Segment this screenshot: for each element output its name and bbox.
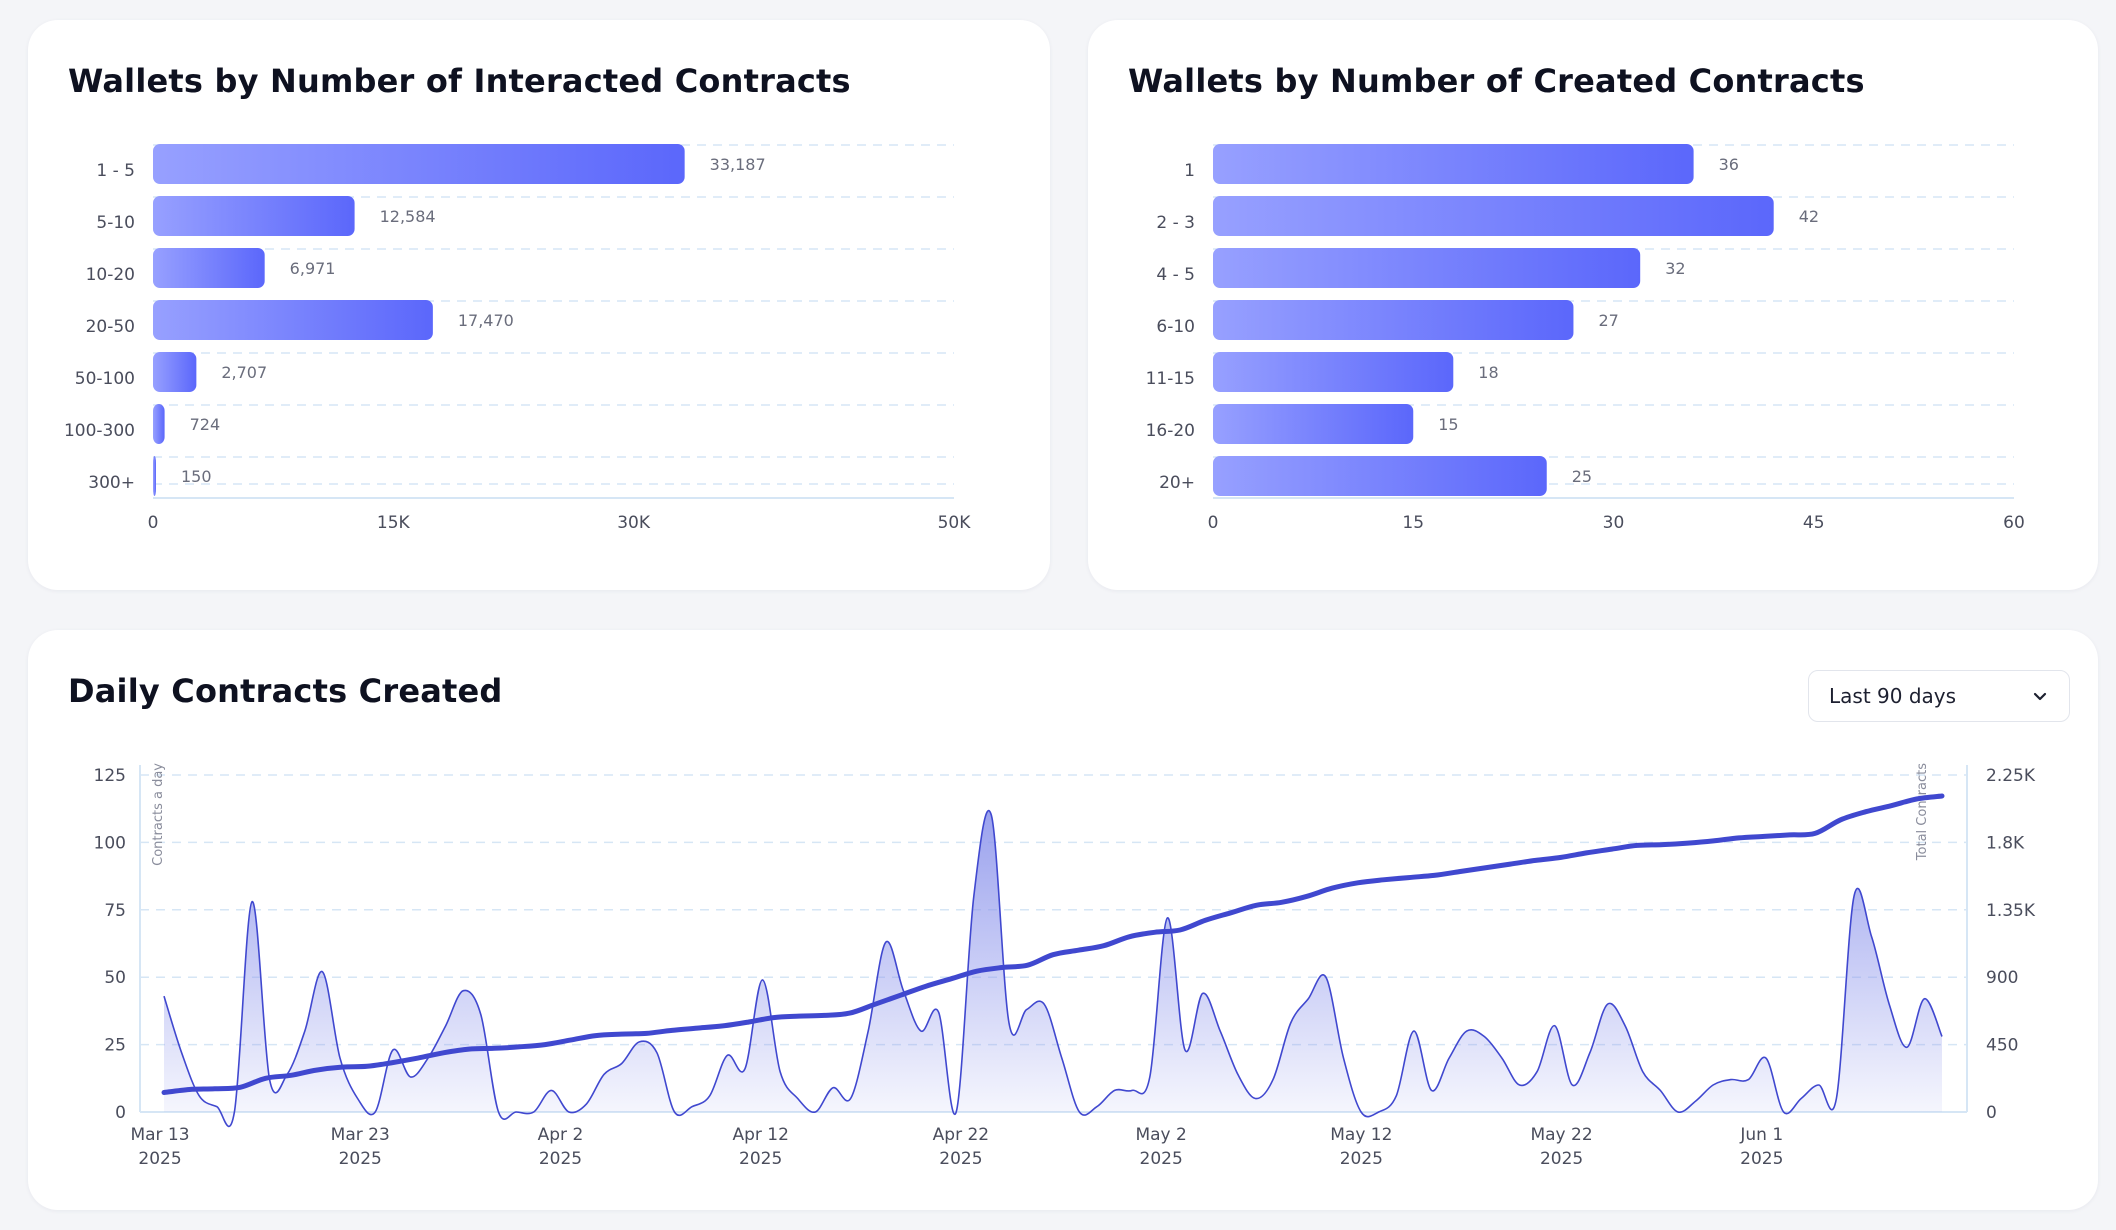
created-x-tick: 45 [1803,513,1825,533]
created-x-tick: 30 [1603,513,1625,533]
interacted-bar [153,404,165,444]
daily-x-tick-year: 2025 [539,1149,582,1169]
interacted-value-label: 12,584 [380,207,436,226]
daily-x-tick: Mar 13 [130,1125,189,1145]
interacted-value-label: 724 [190,415,221,434]
interacted-value-label: 17,470 [458,311,514,330]
daily-right-y-tick: 2.25K [1986,766,2036,786]
daily-left-y-tick: 0 [115,1103,126,1123]
interacted-bar [153,456,156,496]
interacted-category-label: 5-10 [96,213,135,233]
daily-area-fill [164,810,1942,1127]
daily-line-chart: 0 25 50 75 100 125 0 450 900 1.35K 1.8K 2.25K Contra… [94,763,2036,1169]
created-contracts-card: Wallets by Number of Created Contracts 1… [1088,20,2098,590]
daily-left-y-tick: 75 [104,901,126,921]
interacted-category-label: 100-300 [64,421,135,441]
interacted-chart-title: Wallets by Number of Interacted Contract… [68,62,851,100]
interacted-bar [153,196,355,236]
created-value-label: 36 [1719,155,1739,174]
daily-x-tick-year: 2025 [1540,1149,1583,1169]
created-value-label: 18 [1478,363,1498,382]
created-category-label: 16-20 [1146,421,1195,441]
daily-contracts-line [163,809,1943,1128]
range-select-value: Last 90 days [1829,684,1957,708]
interacted-x-tick: 15K [377,513,411,533]
daily-x-tick-year: 2025 [739,1149,782,1169]
created-value-label: 25 [1572,467,1592,486]
daily-x-tick-year: 2025 [1340,1149,1383,1169]
total-contracts-line [161,793,1945,1095]
daily-x-tick: Mar 23 [331,1125,390,1145]
interacted-category-label: 50-100 [75,369,135,389]
daily-chart-title: Daily Contracts Created [68,672,503,710]
daily-right-y-tick: 1.35K [1986,901,2036,921]
daily-contracts-card: Daily Contracts Created Last 90 days 0 25… [28,630,2098,1210]
interacted-bar [153,248,265,288]
created-bar [1213,144,1694,184]
created-category-label: 1 [1184,161,1195,181]
created-category-label: 11-15 [1146,369,1195,389]
daily-left-y-tick: 50 [104,968,126,988]
daily-x-tick-year: 2025 [939,1149,982,1169]
created-bar [1213,352,1454,392]
daily-x-tick-year: 2025 [1740,1149,1783,1169]
created-x-tick: 0 [1208,513,1219,533]
interacted-value-label: 6,971 [290,259,336,278]
interacted-category-label: 10-20 [86,265,135,285]
daily-x-tick: Jun 1 [1739,1125,1783,1145]
daily-x-tick-year: 2025 [138,1149,181,1169]
daily-left-y-tick: 100 [94,833,126,853]
daily-x-tick: Apr 12 [732,1125,788,1145]
created-bar [1213,300,1574,340]
interacted-bar [153,144,685,184]
created-category-label: 20+ [1159,473,1195,493]
daily-right-y-label: Total Contracts [1915,763,1930,861]
interacted-x-tick: 30K [617,513,651,533]
created-category-label: 4 - 5 [1156,265,1195,285]
interacted-bar-chart: 1 - 5 33,187 5-10 12,584 10-20 6,971 20-50 17,4… [64,144,972,533]
daily-left-y-tick: 25 [104,1036,126,1056]
created-value-label: 15 [1438,415,1458,434]
created-value-label: 27 [1598,311,1618,330]
created-bar [1213,456,1547,496]
interacted-category-label: 300+ [88,473,135,493]
created-x-tick: 15 [1402,513,1424,533]
daily-x-tick: Apr 2 [538,1125,584,1145]
daily-right-y-tick: 1.8K [1986,833,2025,853]
daily-x-tick: May 2 [1135,1125,1186,1145]
created-bar [1213,248,1641,288]
daily-x-tick-year: 2025 [339,1149,382,1169]
interacted-contracts-card: Wallets by Number of Interacted Contract… [28,20,1050,590]
daily-left-y-tick: 125 [94,766,126,786]
daily-right-y-tick: 450 [1986,1036,2018,1056]
daily-left-y-label: Contracts a day [151,763,166,866]
interacted-value-label: 150 [181,467,212,486]
created-bar-chart: 1 36 2 - 3 42 4 - 5 32 6-10 27 11-15 18 16-20 15 20+… [1146,144,2025,533]
created-bar [1213,404,1414,444]
chevron-down-icon [2033,692,2047,701]
interacted-x-tick: 0 [148,513,159,533]
daily-x-tick: Apr 22 [933,1125,989,1145]
created-category-label: 2 - 3 [1156,213,1195,233]
created-value-label: 32 [1665,259,1685,278]
created-x-tick: 60 [2003,513,2025,533]
interacted-value-label: 33,187 [710,155,766,174]
interacted-value-label: 2,707 [221,363,267,382]
interacted-bar [153,352,197,392]
interacted-bar [153,300,433,340]
daily-x-tick-year: 2025 [1140,1149,1183,1169]
created-value-label: 42 [1799,207,1819,226]
range-select-dropdown[interactable]: Last 90 days [1808,670,2070,722]
daily-right-y-tick: 900 [1986,968,2018,988]
created-bar [1213,196,1774,236]
interacted-category-label: 1 - 5 [96,161,135,181]
created-category-label: 6-10 [1156,317,1195,337]
daily-x-tick: May 12 [1330,1125,1392,1145]
daily-x-tick: May 22 [1530,1125,1592,1145]
created-chart-title: Wallets by Number of Created Contracts [1128,62,1865,100]
interacted-x-tick: 50K [938,513,972,533]
daily-right-y-tick: 0 [1986,1103,1997,1123]
interacted-category-label: 20-50 [86,317,135,337]
